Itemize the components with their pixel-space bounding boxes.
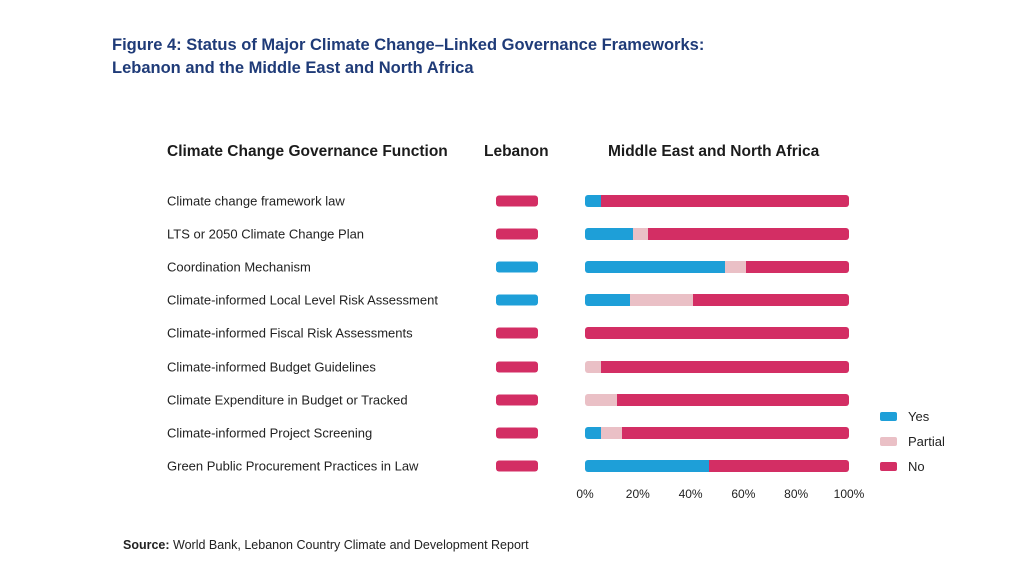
legend-swatch [880,462,897,471]
bar-segment-partial [632,228,649,241]
x-tick-label: 40% [678,487,703,501]
figure-title-line-2: Lebanon and the Middle East and North Af… [112,59,474,77]
header-governance-function: Climate Change Governance Function [167,143,448,160]
source-note: Source: World Bank, Lebanon Country Clim… [123,538,529,552]
bar-segment-partial [585,360,601,373]
bar-segment-partial [585,393,617,406]
bar-segment-yes [585,426,601,439]
lebanon-status-marker [496,195,538,207]
bar-segment-no [693,294,849,307]
mena-stacked-bar [585,294,849,307]
mena-stacked-bar [585,327,849,340]
x-tick-label: 80% [784,487,809,501]
lebanon-status-marker [496,361,538,372]
source-label: Source: [123,538,170,552]
figure-title-line-1: Figure 4: Status of Major Climate Change… [112,36,705,54]
figure-title: Figure 4: Status of Major Climate Change… [112,34,704,80]
bar-segment-partial [724,261,747,274]
legend-swatch [880,437,897,446]
row-label: Climate-informed Project Screening [167,425,373,441]
source-text: World Bank, Lebanon Country Climate and … [169,538,529,552]
bar-segment-yes [585,228,633,241]
lebanon-status-marker [496,427,538,439]
legend-label: Partial [908,434,945,449]
x-tick-label: 60% [731,487,756,501]
row-label: Green Public Procurement Practices in La… [167,458,419,474]
row-label: Climate change framework law [167,193,345,209]
row-label: Coordination Mechanism [167,259,311,275]
mena-stacked-bar [585,393,849,406]
header-lebanon: Lebanon [484,143,549,160]
lebanon-status-marker [496,294,538,306]
bar-segment-yes [585,294,630,307]
lebanon-status-marker [496,327,538,339]
mena-stacked-bar [585,261,849,274]
legend-label: Yes [908,409,930,424]
header-mena: Middle East and North Africa [608,143,820,160]
bar-segment-no [648,228,849,241]
x-tick-label: 20% [625,487,650,501]
lebanon-status-marker [496,228,538,240]
bar-segment-yes [585,195,601,207]
mena-stacked-bar [585,228,849,241]
row-label: Climate-informed Fiscal Risk Assessments [167,325,413,341]
row-label: Climate Expenditure in Budget or Tracked [167,392,408,408]
x-tick-label: 0% [576,487,594,501]
bar-segment-no [621,426,849,439]
bar-segment-yes [585,459,710,472]
lebanon-status-marker [496,394,538,406]
mena-stacked-bar [585,195,849,207]
bar-segment-no [746,261,849,274]
bar-segment-no [600,360,849,373]
bar-segment-partial [600,426,622,439]
bar-segment-no [709,459,849,472]
lebanon-status-marker [496,261,538,273]
bar-segment-yes [585,261,725,274]
mena-stacked-bar [585,426,849,439]
x-tick-label: 100% [833,487,865,501]
row-label: LTS or 2050 Climate Change Plan [167,226,365,242]
row-label: Climate-informed Local Level Risk Assess… [167,292,438,308]
lebanon-status-marker [496,460,538,472]
legend-label: No [908,459,925,474]
row-label: Climate-informed Budget Guidelines [167,359,376,374]
bar-segment-no [585,327,849,340]
mena-stacked-bar [585,360,849,373]
legend-swatch [880,412,897,421]
bar-segment-no [600,195,849,207]
mena-stacked-bar [585,459,849,472]
bar-segment-no [616,393,849,406]
bar-segment-partial [629,294,694,307]
